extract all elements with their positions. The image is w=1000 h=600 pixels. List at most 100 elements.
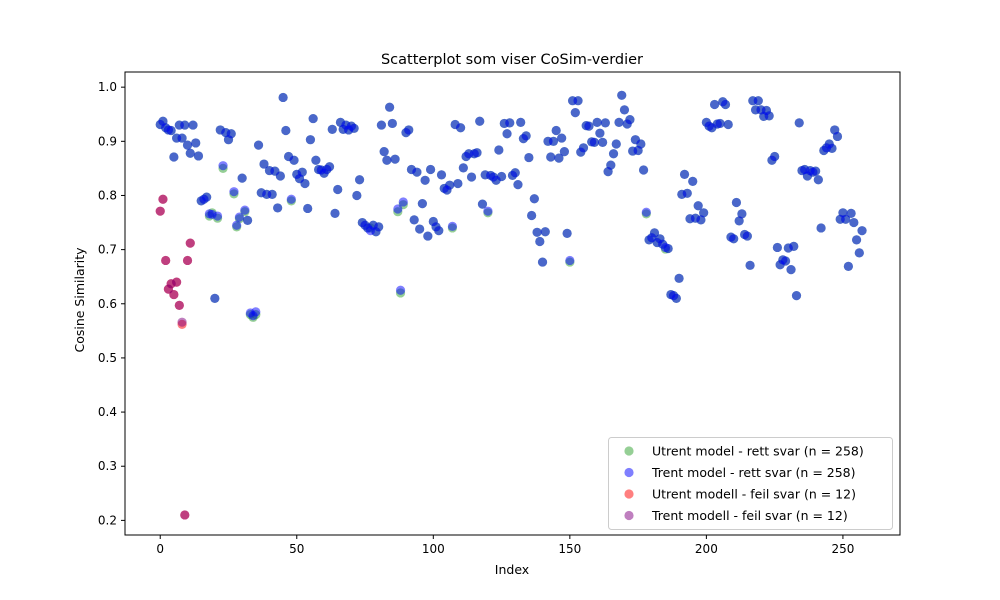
data-point-s1-134: [521, 131, 531, 141]
x-tick-label-4: 200: [695, 542, 718, 556]
data-point-s3-5: [169, 289, 179, 300]
data-point-s1-223: [764, 111, 774, 121]
legend-label-3: Trent modell - feil svar (n = 12): [651, 508, 848, 523]
data-point-s1-29: [234, 212, 245, 222]
data-point-s1-80: [374, 222, 384, 232]
data-point-s1-62: [324, 162, 335, 172]
data-point-s1-211: [731, 197, 742, 208]
data-point-s1-88: [395, 285, 406, 295]
legend-box: [608, 437, 893, 530]
x-tick-label-0: 0: [156, 542, 164, 556]
data-point-s1-136: [527, 210, 537, 221]
data-point-s1-45: [278, 92, 288, 103]
data-point-s1-255: [851, 235, 862, 245]
data-point-s3-0: [155, 206, 165, 216]
data-point-s1-10: [182, 140, 193, 150]
data-point-s1-4: [166, 125, 176, 136]
x-axis-ticks: 0 50 100 150 200 250: [156, 535, 854, 556]
data-point-s1-251: [841, 214, 851, 224]
data-point-s1-208: [723, 119, 733, 130]
y-tick-label-0: 0.2: [98, 513, 117, 527]
data-point-s1-162: [598, 137, 608, 147]
x-axis-label: Index: [495, 562, 529, 577]
data-point-s1-165: [606, 160, 616, 170]
legend-marker-2: [624, 489, 634, 499]
data-point-s1-120: [483, 206, 493, 216]
x-tick-label-3: 150: [558, 542, 581, 556]
data-point-s1-54: [303, 203, 313, 214]
data-point-s1-110: [456, 123, 466, 133]
data-point-s1-99: [425, 164, 436, 175]
data-point-s1-84: [385, 102, 395, 112]
data-point-s1-143: [546, 152, 556, 162]
data-point-s1-231: [786, 265, 796, 275]
data-point-s1-225: [770, 151, 780, 162]
data-point-s1-124: [494, 145, 504, 155]
data-point-s1-160: [592, 117, 602, 127]
data-point-s1-11: [185, 148, 195, 158]
chart-title: Scatterplot som viser CoSim-verdier: [381, 52, 643, 68]
data-point-s1-23: [218, 161, 228, 171]
data-point-s1-82: [379, 147, 389, 157]
data-point-s1-212: [734, 216, 744, 226]
data-point-s1-97: [420, 175, 430, 185]
data-point-s1-53: [300, 178, 310, 189]
y-tick-label-6: 0.8: [98, 188, 117, 202]
data-point-s1-246: [827, 143, 837, 153]
data-point-s1-252: [843, 261, 853, 272]
data-point-s1-49: [289, 155, 299, 165]
legend-marker-1: [624, 467, 634, 478]
y-tick-label-3: 0.5: [98, 351, 117, 365]
data-point-s1-149: [562, 228, 572, 238]
data-point-s1-127: [502, 129, 512, 139]
data-point-s1-176: [636, 139, 646, 149]
data-point-s1-178: [641, 207, 651, 217]
data-point-s1-147: [557, 133, 567, 143]
y-tick-label-2: 0.4: [98, 405, 117, 419]
data-point-s1-199: [699, 208, 709, 218]
data-point-s1-139: [535, 236, 545, 247]
data-point-s3-2: [161, 255, 171, 266]
data-point-s1-98: [423, 231, 433, 241]
legend-label-0: Utrent model - rett svar (n = 258): [652, 444, 864, 459]
data-point-s1-241: [813, 175, 823, 185]
y-axis-ticks: 0.2 0.3 0.4 0.5 0.6 0.7 0.8 0.9 1.0: [98, 80, 125, 527]
data-point-s1-96: [417, 198, 427, 209]
data-point-s1-71: [349, 123, 359, 133]
data-point-s1-161: [595, 128, 605, 138]
data-point-s1-141: [540, 227, 550, 237]
data-point-s1-148: [559, 147, 569, 157]
data-point-s1-81: [376, 120, 387, 130]
data-point-s1-145: [551, 125, 561, 136]
data-point-s1-116: [472, 148, 482, 158]
data-point-s1-177: [638, 165, 649, 175]
data-point-s1-118: [477, 199, 488, 209]
data-point-s1-31: [240, 205, 250, 215]
data-point-s1-32: [243, 215, 253, 225]
data-point-s1-155: [578, 143, 589, 153]
data-point-s1-8: [177, 133, 187, 143]
data-point-s1-86: [390, 154, 400, 164]
data-point-s1-36: [253, 140, 264, 150]
data-point-s1-137: [529, 194, 539, 204]
data-point-s1-229: [780, 256, 791, 266]
data-point-s1-35: [251, 307, 261, 317]
data-point-s1-193: [682, 188, 692, 198]
data-point-s1-256: [854, 248, 864, 258]
data-point-s1-17: [202, 192, 212, 202]
data-point-s1-109: [453, 178, 463, 189]
data-point-s1-135: [524, 152, 534, 163]
data-point-s1-56: [308, 113, 318, 124]
data-point-s1-248: [832, 131, 843, 142]
data-point-s1-254: [849, 217, 859, 228]
data-point-s1-55: [305, 135, 316, 145]
data-point-s1-65: [333, 184, 343, 195]
data-point-s1-257: [857, 226, 867, 236]
data-point-s1-138: [532, 227, 542, 237]
data-point-s1-213: [737, 209, 747, 219]
data-point-s1-132: [516, 117, 526, 127]
data-point-s1-192: [679, 169, 690, 179]
data-point-s1-28: [232, 220, 242, 230]
data-point-s1-210: [729, 234, 739, 244]
data-point-s1-26: [226, 129, 236, 139]
